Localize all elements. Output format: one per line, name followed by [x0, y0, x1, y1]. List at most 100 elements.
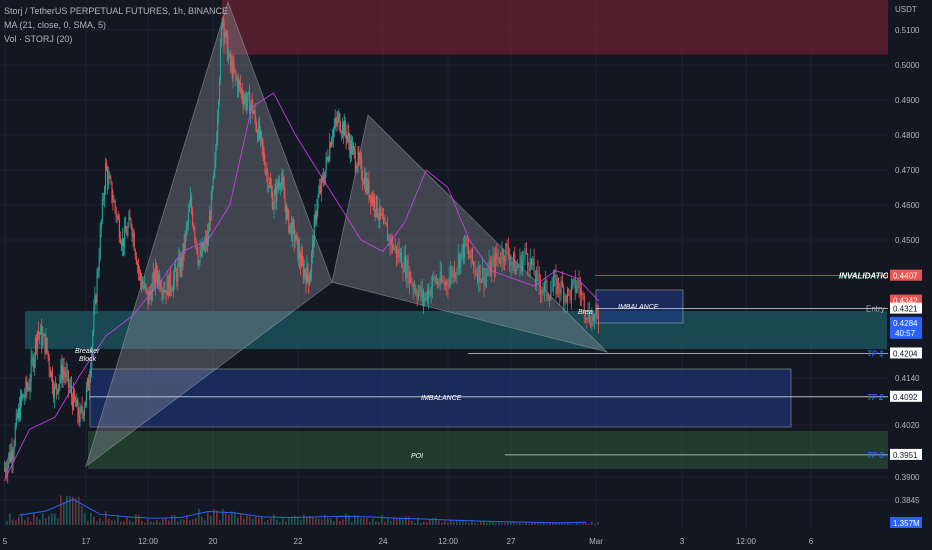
- candle-body: [108, 176, 110, 185]
- candle-body: [496, 252, 498, 259]
- candle-body: [312, 240, 314, 254]
- candle-body: [177, 264, 179, 282]
- candle-body: [4, 468, 6, 471]
- candle-body: [97, 270, 99, 276]
- candle-body: [394, 245, 396, 248]
- candle-body: [374, 196, 376, 210]
- candle-body: [75, 400, 77, 407]
- volume-bar: [333, 521, 335, 525]
- candle-body: [344, 120, 346, 132]
- volume-bar: [450, 520, 452, 525]
- candle-body: [355, 167, 357, 170]
- candle-body: [197, 253, 199, 263]
- candle-body: [36, 338, 38, 349]
- candle-body: [49, 368, 51, 377]
- imbalance-large-label: IMBALANCE: [421, 395, 462, 402]
- volume-bar: [438, 520, 440, 525]
- volume-bar: [504, 522, 506, 525]
- candle-body: [473, 262, 475, 267]
- last-price-text: 0.4284: [893, 319, 918, 328]
- candle-body: [202, 243, 204, 250]
- entry-price-text: 0.4321: [893, 305, 918, 314]
- candle-body: [282, 177, 284, 186]
- candle-body: [346, 136, 348, 140]
- volume-bar: [465, 521, 467, 525]
- candle-body: [288, 211, 290, 232]
- candle-body: [374, 209, 376, 213]
- candle-body: [158, 274, 160, 283]
- candle-body: [370, 195, 372, 205]
- poi-zone: [88, 431, 888, 469]
- candle-body: [522, 259, 524, 272]
- candle-body: [198, 260, 200, 263]
- candle-body: [479, 265, 481, 283]
- candle-body: [488, 260, 490, 273]
- volume-bar: [90, 512, 92, 525]
- y-tick-label: 0.3900: [895, 473, 920, 482]
- volume-bar: [489, 521, 491, 525]
- candle-body: [263, 151, 265, 163]
- imbalance-zone-large: [89, 368, 792, 428]
- candle-body: [277, 182, 279, 187]
- candle-body: [484, 276, 486, 286]
- candle-body: [361, 159, 363, 178]
- volume-bar: [372, 518, 374, 525]
- candle-body: [356, 167, 358, 170]
- candle-body: [179, 257, 181, 274]
- candle-body: [528, 266, 530, 271]
- volume-bar: [303, 514, 305, 525]
- candle-body: [189, 206, 191, 212]
- tp1-price-text: 0.4204: [893, 349, 918, 358]
- candle-body: [245, 96, 247, 107]
- candle-body: [130, 219, 132, 227]
- y-tick-label: 0.5100: [895, 26, 920, 35]
- candle-body: [122, 238, 124, 247]
- candle-body: [406, 259, 408, 278]
- candle-body: [278, 183, 280, 187]
- candle-body: [25, 380, 27, 396]
- candle-body: [96, 275, 98, 303]
- candle-body: [261, 131, 263, 138]
- candle-body: [443, 281, 445, 286]
- y-tick-label: 0.5000: [895, 61, 920, 70]
- volume-bar: [195, 518, 197, 525]
- close-price-text: 0.4342: [893, 297, 918, 306]
- volume-bar: [267, 520, 269, 525]
- volume-bar: [399, 517, 401, 525]
- candle-body: [511, 262, 513, 264]
- candle-body: [447, 285, 449, 288]
- candle-body: [140, 272, 142, 281]
- candle-body: [168, 272, 170, 297]
- volume-bar: [180, 519, 182, 525]
- volume-bar: [342, 519, 344, 525]
- candle-body: [133, 233, 135, 250]
- candle-body: [131, 226, 133, 237]
- candle-body: [146, 288, 148, 291]
- volume-bar: [348, 514, 350, 525]
- candle-body: [579, 287, 581, 296]
- volume-bar: [210, 515, 212, 525]
- candle-body: [568, 289, 570, 291]
- candle-body: [300, 260, 302, 267]
- candle-body: [403, 255, 405, 272]
- candle-body: [351, 140, 353, 155]
- volume-bar: [540, 523, 542, 525]
- candle-body: [88, 378, 90, 391]
- candle-body: [285, 204, 287, 219]
- volume-bar: [132, 521, 134, 525]
- candle-body: [362, 177, 364, 182]
- candle-body: [527, 253, 529, 267]
- candle-body: [450, 269, 452, 278]
- candle-body: [525, 248, 527, 254]
- volume-bar: [486, 522, 488, 525]
- candle-body: [320, 187, 322, 192]
- candle-body: [169, 272, 171, 290]
- candle-body: [213, 170, 215, 177]
- volume-bar: [420, 522, 422, 525]
- candle-body: [402, 268, 404, 272]
- candle-body: [380, 206, 382, 215]
- candle-body: [555, 274, 557, 294]
- candle-body: [328, 159, 330, 161]
- candle-body: [256, 128, 258, 132]
